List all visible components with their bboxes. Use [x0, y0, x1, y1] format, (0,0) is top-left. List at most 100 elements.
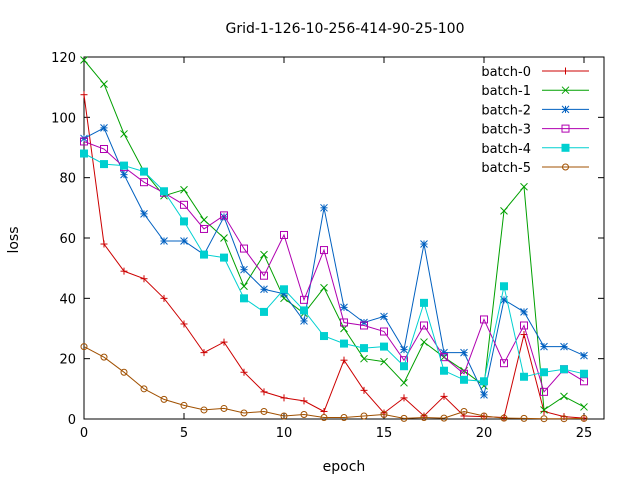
legend-label: batch-2: [481, 103, 531, 118]
data-point: [100, 160, 108, 169]
data-point: [561, 105, 570, 114]
data-point: [400, 345, 408, 354]
data-point: [500, 206, 508, 215]
data-point: [560, 392, 568, 401]
data-point: [100, 124, 108, 132]
data-point: [240, 368, 248, 376]
data-point: [200, 224, 208, 233]
data-point: [220, 404, 228, 412]
y-tick-label: 0: [68, 413, 76, 428]
data-point: [380, 410, 388, 418]
data-point: [320, 413, 328, 421]
data-point: [260, 285, 268, 294]
data-point: [380, 357, 388, 366]
data-point: [180, 200, 188, 209]
data-point: [420, 298, 428, 307]
data-point: [360, 321, 368, 330]
data-point: [320, 246, 328, 255]
data-point: [500, 414, 508, 422]
data-point: [280, 412, 288, 420]
data-point: [440, 348, 448, 357]
data-point: [240, 244, 248, 253]
y-tick-label: 120: [51, 51, 76, 66]
data-point: [300, 306, 308, 315]
legend-label: batch-0: [481, 65, 531, 80]
data-point: [580, 377, 588, 386]
data-point: [80, 137, 88, 146]
data-point: [460, 412, 468, 420]
data-point: [180, 401, 188, 409]
data-point: [140, 167, 148, 176]
legend-label: batch-5: [481, 161, 531, 176]
data-point: [340, 318, 348, 327]
data-point: [380, 327, 388, 336]
data-point: [460, 407, 468, 415]
data-point: [420, 413, 428, 421]
data-point: [520, 308, 528, 316]
x-tick-label: 5: [180, 426, 188, 441]
data-point: [360, 354, 368, 363]
data-point: [540, 415, 548, 423]
data-point: [500, 359, 508, 368]
data-point: [120, 267, 128, 275]
data-point: [260, 407, 268, 415]
y-tick-label: 80: [59, 172, 76, 187]
legend: batch-0 batch-1 batch-2 batch-3 batch-4 batch…: [481, 65, 589, 176]
data-point: [180, 185, 188, 194]
data-point: [400, 362, 408, 371]
data-point: [340, 413, 348, 421]
x-tick-label: 15: [376, 426, 393, 441]
data-point: [140, 178, 148, 187]
data-point: [300, 317, 308, 325]
data-point: [200, 406, 208, 414]
x-tick-label: 25: [576, 426, 593, 441]
data-point: [360, 386, 368, 394]
series-line: [83, 153, 585, 382]
data-point: [200, 349, 208, 357]
data-point: [440, 366, 448, 375]
data-point: [260, 307, 268, 316]
data-point: [520, 372, 528, 381]
data-point: [560, 415, 568, 423]
data-point: [480, 377, 488, 386]
data-point: [320, 407, 328, 415]
data-point: [100, 240, 108, 248]
data-point: [220, 253, 228, 262]
x-tick-label: 10: [276, 426, 293, 441]
data-point: [320, 332, 328, 341]
data-point: [240, 265, 248, 274]
data-point: [540, 342, 548, 351]
data-point: [360, 412, 368, 420]
data-point: [160, 237, 168, 245]
y-tick-label: 60: [59, 232, 76, 247]
data-point: [420, 240, 428, 248]
data-point: [520, 182, 528, 191]
data-point: [380, 342, 388, 351]
data-point: [580, 351, 588, 360]
data-point: [580, 414, 588, 422]
data-point: [460, 348, 468, 357]
data-point: [160, 395, 168, 403]
data-point: [140, 275, 148, 283]
data-point: [320, 203, 328, 212]
data-point: [100, 353, 108, 361]
data-point: [180, 217, 188, 226]
data-point: [340, 339, 348, 348]
data-point: [220, 211, 228, 220]
data-point: [400, 394, 408, 402]
data-point: [560, 342, 568, 351]
data-point: [480, 391, 488, 399]
y-axis-label: loss: [6, 226, 22, 253]
data-point: [440, 414, 448, 422]
data-point: [220, 234, 228, 242]
data-point: [100, 145, 108, 154]
data-point: [562, 67, 569, 75]
data-point: [240, 294, 248, 303]
data-point: [560, 365, 568, 374]
series-layer: [80, 56, 588, 423]
data-point: [320, 283, 328, 292]
data-point: [562, 163, 569, 171]
series-line: [83, 346, 585, 420]
data-point: [480, 412, 488, 420]
data-point: [460, 375, 468, 384]
